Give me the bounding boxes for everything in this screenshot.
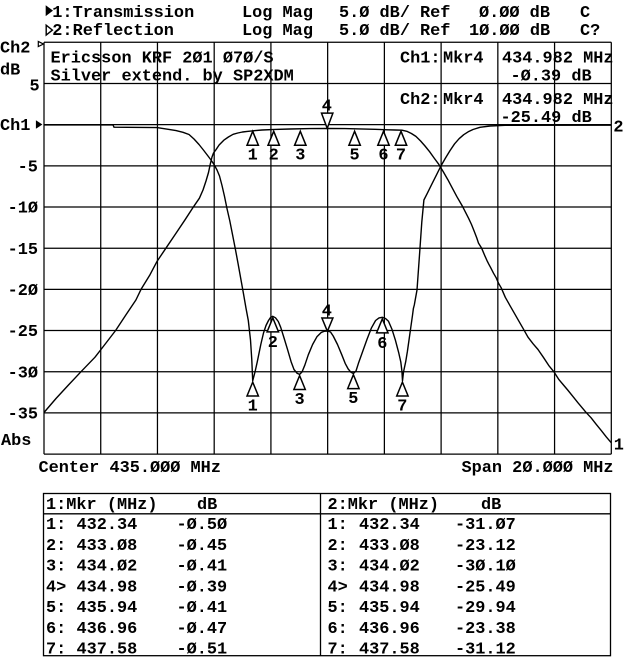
svg-text:2: 2: [269, 147, 279, 166]
svg-text:-25.49 dB: -25.49 dB: [501, 109, 592, 128]
svg-text:Ch1:: Ch1:: [400, 50, 441, 69]
svg-text:-35: -35: [8, 406, 38, 425]
svg-text:Ref: Ref: [420, 4, 450, 23]
svg-text:-Ø.41: -Ø.41: [177, 558, 228, 577]
svg-text:4>: 4>: [328, 578, 348, 597]
svg-text:7: 7: [396, 147, 406, 166]
svg-text:Log Mag: Log Mag: [242, 4, 313, 23]
svg-text:dB: dB: [481, 496, 501, 515]
svg-text:-2Ø: -2Ø: [8, 282, 38, 301]
svg-text:5:: 5:: [46, 599, 66, 618]
svg-text:-23.38: -23.38: [455, 620, 516, 639]
svg-text:Abs: Abs: [1, 432, 31, 451]
svg-text:dB: dB: [0, 62, 20, 81]
svg-text:Span 2Ø.ØØØ MHz: Span 2Ø.ØØØ MHz: [462, 459, 614, 478]
svg-text:435.94: 435.94: [359, 599, 420, 618]
svg-text:1: 1: [614, 437, 624, 456]
svg-text:2:: 2:: [46, 537, 66, 556]
svg-text:C: C: [580, 4, 590, 23]
svg-text:3:: 3:: [328, 558, 348, 577]
svg-text:dB: dB: [197, 496, 217, 515]
svg-text:437.58: 437.58: [359, 641, 420, 659]
svg-text:-25.49: -25.49: [455, 578, 516, 597]
svg-text:2: 2: [268, 334, 278, 353]
svg-text:435.94: 435.94: [77, 599, 138, 618]
svg-text:Silver extend. by SP2XDM: Silver extend. by SP2XDM: [51, 68, 294, 87]
svg-text:-Ø.39: -Ø.39: [177, 578, 228, 597]
svg-text:434.98: 434.98: [359, 578, 420, 597]
svg-text:C?: C?: [580, 22, 600, 41]
svg-text:Ref: Ref: [420, 22, 450, 41]
svg-text:1Ø.ØØ dB: 1Ø.ØØ dB: [469, 22, 550, 41]
svg-text:-Ø.39 dB: -Ø.39 dB: [511, 68, 592, 87]
svg-text:434.982 MHz: 434.982 MHz: [502, 91, 614, 110]
svg-text:4>: 4>: [46, 578, 66, 597]
svg-text:434.Ø2: 434.Ø2: [359, 558, 420, 577]
svg-text:432.34: 432.34: [77, 516, 138, 535]
svg-text:6:: 6:: [46, 620, 66, 639]
svg-text:-23.12: -23.12: [455, 537, 516, 556]
svg-text:7:: 7:: [46, 641, 66, 659]
svg-text:3:: 3:: [46, 558, 66, 577]
svg-text:6: 6: [377, 335, 387, 354]
svg-text:434.Ø2: 434.Ø2: [77, 558, 138, 577]
svg-text:-29.94: -29.94: [455, 599, 516, 618]
svg-text:1:Transmission: 1:Transmission: [52, 4, 194, 23]
svg-text:Ch1: Ch1: [0, 117, 30, 136]
svg-text:-Ø.45: -Ø.45: [177, 537, 228, 556]
svg-text:3: 3: [295, 391, 305, 410]
svg-text:2:Mkr (MHz): 2:Mkr (MHz): [328, 496, 440, 515]
svg-text:-Ø.47: -Ø.47: [177, 620, 228, 639]
svg-text:432.34: 432.34: [359, 516, 420, 535]
svg-text:7:: 7:: [328, 641, 348, 659]
svg-text:5: 5: [348, 390, 358, 409]
svg-text:-Ø.51: -Ø.51: [177, 641, 228, 659]
svg-text:433.Ø8: 433.Ø8: [77, 537, 138, 556]
svg-text:-31.12: -31.12: [455, 641, 516, 659]
svg-text:-3Ø: -3Ø: [8, 364, 38, 383]
svg-text:Ø.ØØ dB: Ø.ØØ dB: [479, 4, 550, 23]
svg-text:-Ø.41: -Ø.41: [177, 599, 228, 618]
svg-text:436.96: 436.96: [77, 620, 138, 639]
svg-text:-5: -5: [18, 158, 38, 177]
svg-text:-Ø.5Ø: -Ø.5Ø: [177, 516, 228, 535]
svg-text:1:: 1:: [328, 516, 348, 535]
svg-text:2: 2: [613, 118, 623, 137]
svg-text:Ch2:: Ch2:: [400, 91, 441, 110]
svg-text:Center 435.ØØØ MHz: Center 435.ØØØ MHz: [39, 459, 221, 478]
svg-text:Ch2: Ch2: [0, 39, 30, 58]
svg-text:4: 4: [322, 302, 332, 321]
svg-text:1: 1: [248, 147, 258, 166]
svg-text:3: 3: [295, 147, 305, 166]
svg-text:4: 4: [322, 98, 332, 117]
svg-text:-3Ø.1Ø: -3Ø.1Ø: [455, 558, 516, 577]
svg-text:6:: 6:: [328, 620, 348, 639]
svg-text:433.Ø8: 433.Ø8: [359, 537, 420, 556]
svg-text:5: 5: [30, 78, 40, 97]
svg-text:7: 7: [397, 397, 407, 416]
svg-text:2:: 2:: [328, 537, 348, 556]
svg-text:1:Mkr (MHz): 1:Mkr (MHz): [46, 496, 158, 515]
svg-text:2:Reflection: 2:Reflection: [52, 22, 174, 41]
svg-text:5.Ø dB/: 5.Ø dB/: [339, 22, 410, 41]
svg-text:434.982 MHz: 434.982 MHz: [502, 50, 614, 69]
svg-text:1: 1: [248, 397, 258, 416]
svg-text:1:: 1:: [46, 516, 66, 535]
svg-text:Mkr4: Mkr4: [443, 50, 484, 69]
svg-text:5.Ø dB/: 5.Ø dB/: [339, 4, 410, 23]
svg-text:Mkr4: Mkr4: [443, 91, 484, 110]
svg-text:437.58: 437.58: [77, 641, 138, 659]
svg-text:Ericsson KRF 2Ø1 Ø7Ø/S: Ericsson KRF 2Ø1 Ø7Ø/S: [51, 50, 274, 69]
svg-text:-25: -25: [8, 323, 38, 342]
svg-text:-31.Ø7: -31.Ø7: [455, 516, 516, 535]
svg-text:-15: -15: [8, 241, 38, 260]
svg-text:436.96: 436.96: [359, 620, 420, 639]
svg-text:-1Ø: -1Ø: [8, 200, 38, 219]
svg-text:Log Mag: Log Mag: [242, 22, 313, 41]
svg-text:5:: 5:: [328, 599, 348, 618]
svg-text:6: 6: [378, 147, 388, 166]
svg-text:434.98: 434.98: [77, 578, 138, 597]
svg-text:5: 5: [350, 147, 360, 166]
